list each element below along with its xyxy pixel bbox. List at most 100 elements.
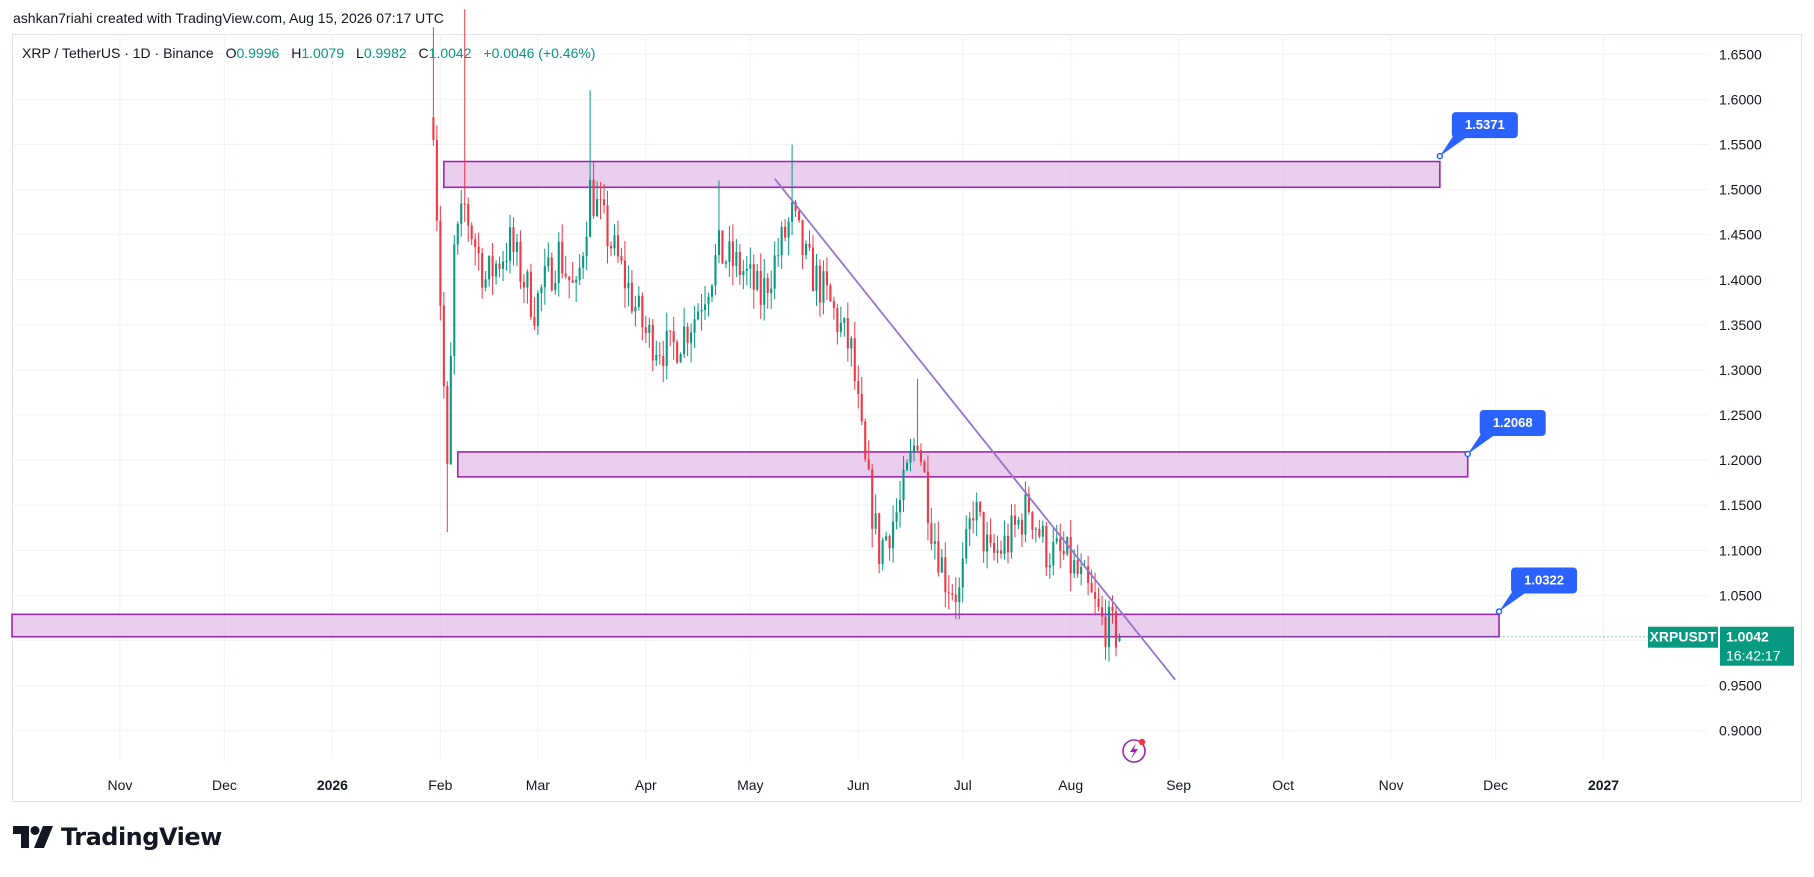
callout-anchor [1464,450,1471,458]
candle-body [439,220,442,306]
candle-body [505,260,508,262]
candle-body [1097,598,1100,608]
candle-body [836,308,839,333]
lower-zone [11,613,1500,638]
candle-body [575,279,578,283]
middle-zone [456,451,1469,478]
candle-body [989,534,992,543]
candle-body [432,117,435,140]
candle-body [533,316,536,326]
candle-body [550,257,553,291]
candle-body [453,244,456,357]
y-tick-label: 1.1000 [1719,542,1762,558]
candle-body [488,256,491,280]
candle-body [1045,525,1048,568]
candle-body [1090,583,1093,593]
candle-body [912,445,916,452]
candle-body [634,306,637,312]
candle-body [700,309,703,312]
candle-body [930,523,933,544]
y-tick-label: 1.4500 [1719,227,1762,243]
candle-body [669,330,672,332]
candle-body [1003,535,1006,554]
candle-body [578,267,581,280]
candle-body [470,225,473,240]
x-tick-label: Mar [526,777,550,793]
candle-body [1118,636,1121,641]
candle-body [644,327,647,333]
callout-box [1511,567,1578,594]
candle-body [1076,560,1079,575]
candle-body [871,469,874,529]
ticker-label: XRPUSDT [1650,629,1717,645]
candle-body [435,139,438,221]
x-tick-label: Jun [847,777,870,793]
candle-body [926,471,929,524]
candle-body [547,257,550,267]
y-tick-label: 1.6500 [1719,46,1762,62]
candle-body [885,536,888,541]
candle-body [442,305,445,387]
candle-body [561,241,564,274]
candle-body [784,226,787,238]
candle-body [1013,515,1017,525]
candle-body [693,319,696,333]
candle-body [958,587,961,603]
candle-body [508,227,512,261]
candle-body [1094,592,1097,599]
chart-caption: ashkan7riahi created with TradingView.co… [13,10,444,26]
candle-body [613,235,616,249]
candle-body [818,265,821,303]
candle-body [860,394,863,422]
candle-body [637,295,640,307]
candle-body [846,318,849,349]
candle-body [526,271,529,288]
candle-body [599,199,602,201]
candle-body [1087,566,1090,584]
candle-body [456,223,459,245]
candle-body [477,246,480,254]
legend-change: +0.0046 (+0.46%) [483,45,596,61]
candle-body [867,459,870,470]
candle-body [655,355,658,361]
countdown-label: 16:42:17 [1726,648,1781,664]
tradingview-logo[interactable]: TradingView [13,823,222,851]
candle-body [933,541,936,544]
x-tick-label: Dec [1483,777,1508,793]
candle-body [522,281,525,288]
candle-body [766,278,769,293]
candle-body [703,304,707,310]
candle-body [672,331,675,343]
candle-body [710,285,714,297]
alert-icon[interactable] [1122,738,1146,763]
candle-body [554,282,557,291]
legend-low-value: 0.9982 [363,45,407,61]
candle-body [923,462,926,472]
price-callout: 1.2068 [1464,409,1546,458]
candle-body [651,324,654,361]
candle-body [1038,528,1041,537]
candle-body [961,558,964,588]
x-tick-label: Aug [1058,777,1083,793]
candle-body [536,293,539,326]
candle-body [843,318,846,323]
candle-body [648,324,651,333]
candle-body [804,243,808,256]
x-tick-label: Apr [635,777,657,793]
callout-anchor [1436,152,1444,160]
candle-body [568,276,571,281]
candle-body [763,278,766,305]
candle-body [495,263,498,277]
price-callout: 1.5371 [1436,112,1518,160]
candle-body [582,256,585,268]
candle-body [888,536,891,549]
candle-body [714,255,717,286]
candle-body [738,252,741,276]
legend-symbol: XRP / TetherUS · 1D · Binance [22,45,214,61]
legend-high-label: H [291,45,302,61]
candle-body [540,287,543,294]
candle-body [1031,512,1034,530]
candle-body [596,199,599,217]
candle-body [463,203,466,205]
